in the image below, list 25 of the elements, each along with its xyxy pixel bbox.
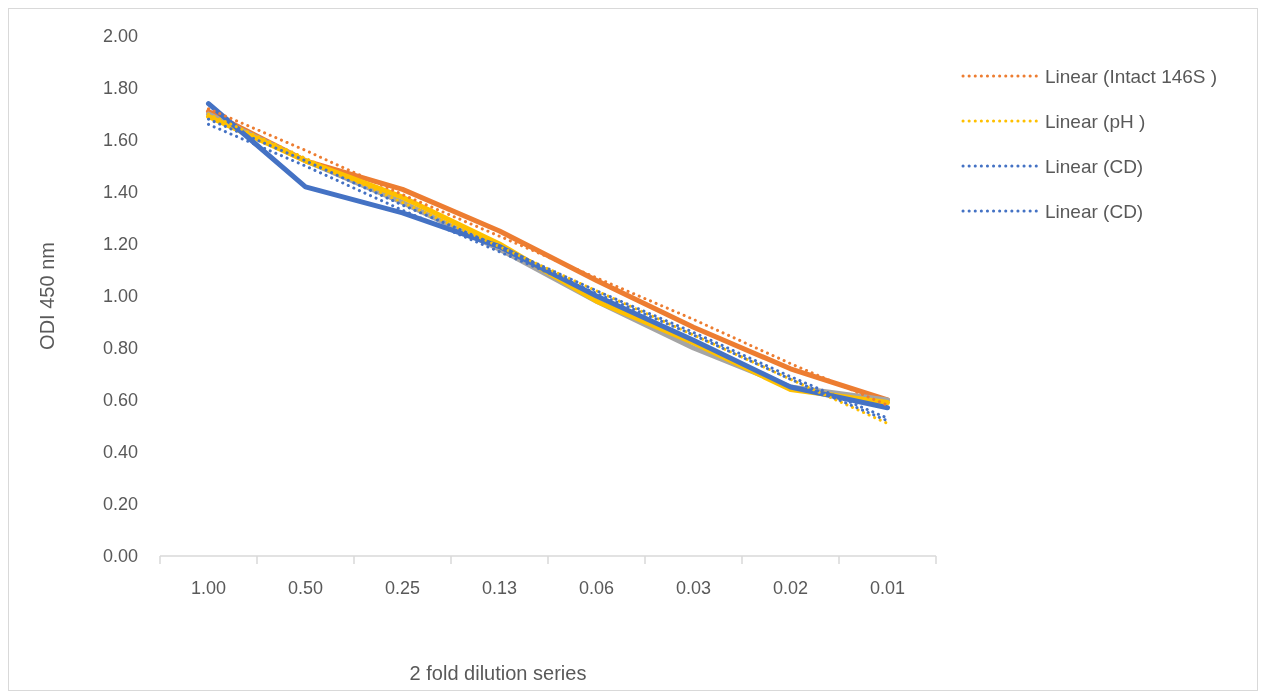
x-tick-label: 0.03	[675, 578, 712, 598]
legend-label: Linear (Intact 146S )	[1045, 65, 1218, 87]
x-tick-label: 0.25	[384, 578, 421, 598]
x-tick-label: 0.50	[287, 578, 324, 598]
x-tick-label: 1.00	[190, 578, 227, 598]
y-tick-label: 1.80	[102, 78, 138, 99]
legend-label: Linear (pH )	[1045, 110, 1146, 132]
x-axis-title: 2 fold dilution series	[409, 662, 587, 684]
y-axis-title: ODI 450 nm	[36, 242, 58, 350]
y-tick-label: 1.40	[102, 182, 138, 203]
x-tick-label: 0.01	[869, 578, 906, 598]
y-tick-label: 2.00	[102, 26, 138, 47]
y-tick-label: 0.80	[102, 338, 138, 359]
legend-label: Linear (CD)	[1045, 200, 1144, 222]
legend-label: Linear (CD)	[1045, 155, 1144, 177]
y-tick-label: 0.00	[102, 546, 138, 567]
y-tick-label: 1.00	[102, 286, 138, 307]
y-tick-label: 1.60	[102, 130, 138, 151]
x-tick-label: 0.06	[578, 578, 615, 598]
y-tick-label: 0.60	[102, 390, 138, 411]
x-tick-label: 0.02	[772, 578, 809, 598]
y-tick-label: 0.20	[102, 494, 138, 515]
x-tick-label: 0.13	[481, 578, 518, 598]
y-tick-label: 0.40	[102, 442, 138, 463]
y-tick-label: 1.20	[102, 234, 138, 255]
